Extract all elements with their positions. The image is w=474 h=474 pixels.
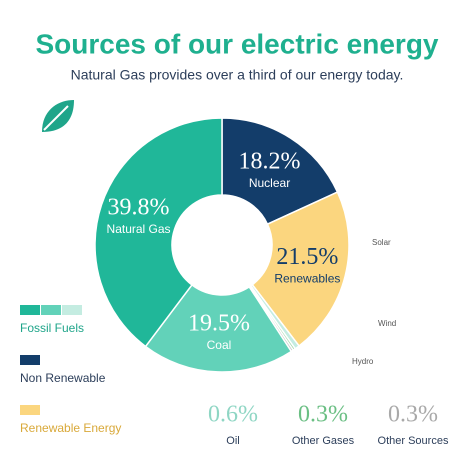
chart-title: Sources of our electric energy <box>35 28 438 59</box>
legend-swatch <box>20 305 40 315</box>
legend-swatch <box>20 405 40 415</box>
slice <box>251 191 350 347</box>
value-label: 0.6% <box>208 402 258 428</box>
legend-swatch <box>62 305 82 315</box>
value-label: 18.2% <box>239 148 301 174</box>
value-label: 19.5% <box>188 310 250 336</box>
category-label: Coal <box>207 338 232 352</box>
leaf-icon <box>42 100 74 132</box>
legend-swatch <box>41 305 61 315</box>
annotation: Wind <box>378 319 396 328</box>
annotations: Solar Wind Hydro <box>352 238 396 366</box>
slice <box>221 117 339 226</box>
value-label: 0.3% <box>298 402 348 428</box>
legend-label: Fossil Fuels <box>20 321 84 335</box>
value-label: 0.3% <box>388 402 438 428</box>
category-label: Oil <box>226 435 239 447</box>
category-label: Natural Gas <box>107 222 171 236</box>
slice <box>94 117 223 348</box>
category-label: Other Gases <box>292 435 355 447</box>
legend-label: Non Renewable <box>20 371 106 385</box>
category-label: Nuclear <box>249 176 290 190</box>
category-label: Renewables <box>274 271 340 285</box>
legend-swatch <box>20 355 40 365</box>
annotation: Solar <box>372 238 391 247</box>
value-label: 21.5% <box>276 244 338 270</box>
slice <box>144 283 293 373</box>
annotation: Hydro <box>352 357 374 366</box>
legend-label: Renewable Energy <box>20 421 121 435</box>
chart-subtitle: Natural Gas provides over a third of our… <box>71 67 404 83</box>
category-label: Other Sources <box>378 435 449 447</box>
value-label: 39.8% <box>108 195 170 221</box>
